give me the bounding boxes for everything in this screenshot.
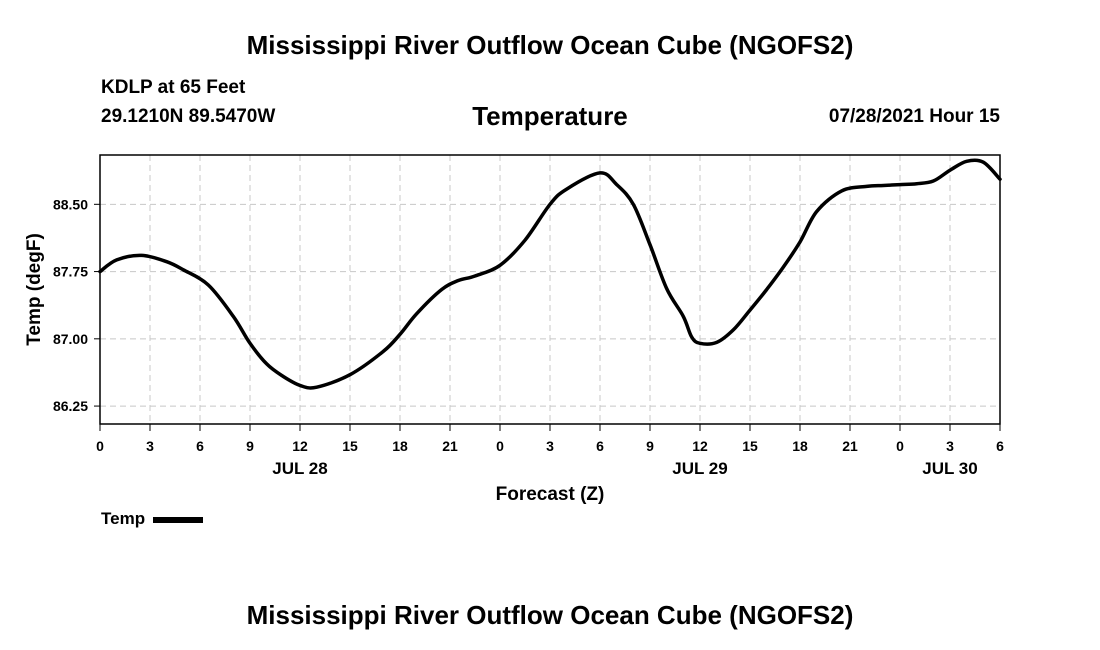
page-title-bottom: Mississippi River Outflow Ocean Cube (NG… (246, 600, 854, 630)
y-tick-label: 87.00 (53, 331, 88, 347)
page-title-top: Mississippi River Outflow Ocean Cube (NG… (246, 30, 854, 60)
x-tick-label: 9 (646, 438, 654, 454)
grid (100, 155, 1000, 424)
x-tick-label: 0 (896, 438, 904, 454)
x-tick-label: 21 (442, 438, 458, 454)
x-tick-label: 6 (596, 438, 604, 454)
x-tick-label: 12 (292, 438, 308, 454)
legend: Temp (101, 509, 204, 529)
axes: 0 3 6 9 12 15 18 21 0 3 6 9 12 15 18 21 0 3 6 86.25 87.00 87.… (53, 196, 1004, 478)
x-tick-label: 0 (496, 438, 504, 454)
x-tick-label: 15 (342, 438, 358, 454)
x-tick-label: 3 (146, 438, 154, 454)
x-tick-label: 3 (946, 438, 954, 454)
y-axis-title: Temp (degF) (24, 233, 45, 346)
x-tick-label: 21 (842, 438, 858, 454)
x-tick-label: 18 (392, 438, 408, 454)
y-tick-label: 88.50 (53, 196, 88, 212)
x-tick-label: 6 (996, 438, 1004, 454)
legend-line-swatch (153, 517, 204, 523)
chart-title: Temperature (472, 101, 628, 131)
date-label: JUL 30 (922, 459, 977, 478)
x-tick-label: 6 (196, 438, 204, 454)
x-tick-label: 9 (246, 438, 254, 454)
x-axis-title: Forecast (Z) (496, 484, 605, 505)
date-label: JUL 29 (672, 459, 727, 478)
date-label: JUL 28 (272, 459, 327, 478)
forecast-timestamp: 07/28/2021 Hour 15 (828, 106, 1000, 127)
x-tick-label: 3 (546, 438, 554, 454)
x-tick-label: 12 (692, 438, 708, 454)
legend-label: Temp (101, 509, 146, 528)
x-tick-label: 15 (742, 438, 758, 454)
station-label: KDLP at 65 Feet (101, 77, 246, 98)
y-tick-label: 87.75 (53, 264, 88, 280)
x-tick-label: 0 (96, 438, 104, 454)
x-tick-label: 18 (792, 438, 808, 454)
station-coordinates: 29.1210N 89.5470W (101, 106, 276, 127)
y-tick-label: 86.25 (53, 398, 88, 414)
temp-series-line (98, 158, 1002, 390)
